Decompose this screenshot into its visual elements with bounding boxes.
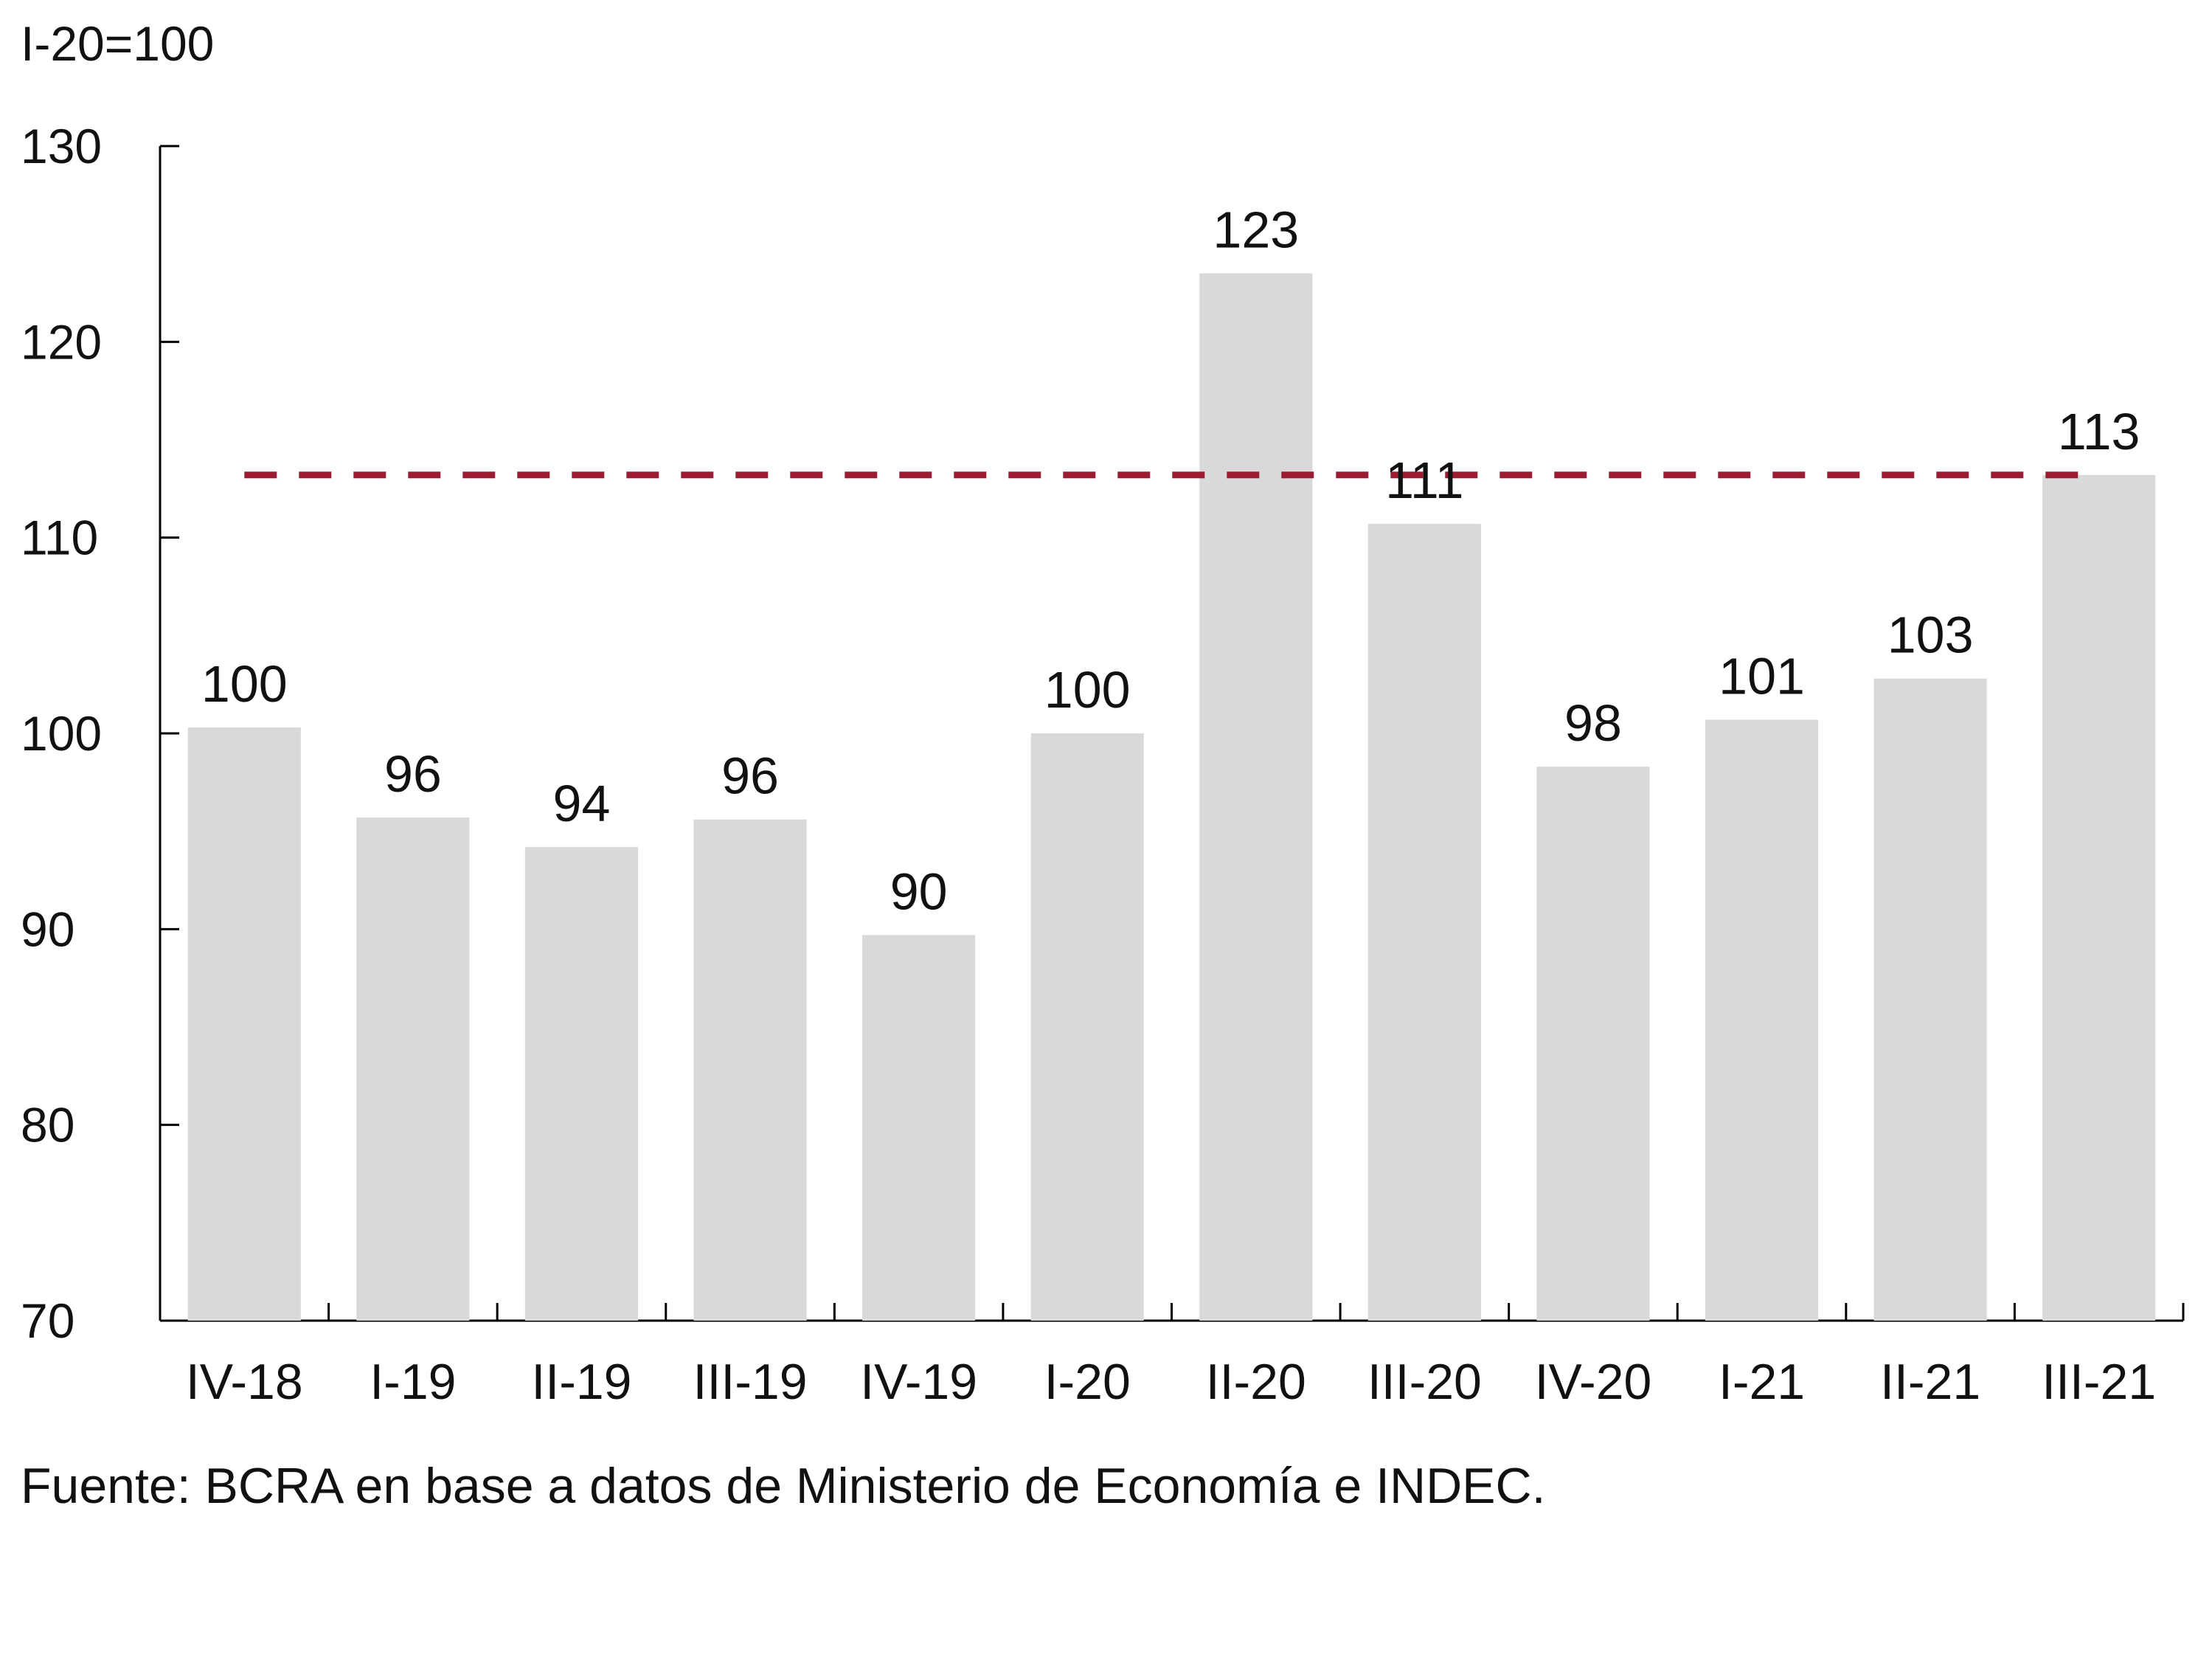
bar-iii-21: [2042, 474, 2156, 1321]
y-tick-label: 130: [21, 119, 102, 173]
source-note: Fuente: BCRA en base a datos de Minister…: [21, 1458, 1546, 1514]
data-label: 113: [2058, 403, 2140, 460]
category-label: I-20: [1044, 1354, 1131, 1410]
y-tick-label: 110: [21, 511, 98, 565]
data-label: 101: [1719, 647, 1805, 705]
data-label: 96: [384, 745, 442, 803]
data-label: 103: [1887, 606, 1974, 664]
data-label: 111: [1385, 452, 1463, 509]
bar-i-21: [1705, 719, 1819, 1321]
y-tick-label: 120: [21, 314, 102, 369]
bars: [187, 273, 2156, 1321]
category-label: IV-20: [1535, 1354, 1652, 1410]
data-label: 98: [1564, 694, 1622, 752]
data-label: 96: [721, 747, 779, 805]
bar-iv-19: [862, 935, 976, 1321]
bar-iii-19: [693, 819, 807, 1321]
bar-ii-21: [1873, 678, 1987, 1321]
category-label: II-20: [1206, 1354, 1306, 1410]
bar-iv-20: [1536, 767, 1650, 1321]
category-label: I-21: [1719, 1354, 1805, 1410]
bar-i-20: [1030, 733, 1144, 1321]
category-label: III-19: [693, 1354, 808, 1410]
y-tick-label: 80: [21, 1098, 74, 1152]
y-tick-label: 70: [21, 1293, 74, 1348]
bar-ii-20: [1199, 273, 1313, 1321]
bar-ii-19: [524, 846, 639, 1321]
unit-label: I-20=100: [21, 16, 214, 71]
category-label: I-19: [370, 1354, 456, 1410]
bar-iii-20: [1367, 524, 1481, 1321]
axes: 70 80 90 100 110 120 130: [21, 119, 2185, 1348]
category-label: III-21: [2042, 1354, 2156, 1410]
data-label: 94: [553, 775, 611, 832]
data-label: 90: [890, 862, 948, 920]
category-label: IV-18: [186, 1354, 303, 1410]
bar-i-19: [356, 817, 470, 1321]
category-labels: IV-18 I-19 II-19 III-19 IV-19 I-20 II-20 III-20…: [186, 1354, 2156, 1410]
y-tick-label: 100: [21, 706, 102, 761]
data-label: 100: [1044, 661, 1131, 719]
category-label: II-21: [1880, 1354, 1980, 1410]
y-tick-label: 90: [21, 902, 74, 956]
data-label: 100: [201, 655, 288, 713]
bar-iv-18: [187, 727, 301, 1321]
category-label: III-20: [1367, 1354, 1482, 1410]
data-label: 123: [1213, 201, 1299, 258]
category-label: IV-19: [860, 1354, 977, 1410]
category-label: II-19: [531, 1354, 631, 1410]
data-labels: 100 96 94 96 90 100 123 111 98 101 103 113: [201, 201, 2140, 920]
